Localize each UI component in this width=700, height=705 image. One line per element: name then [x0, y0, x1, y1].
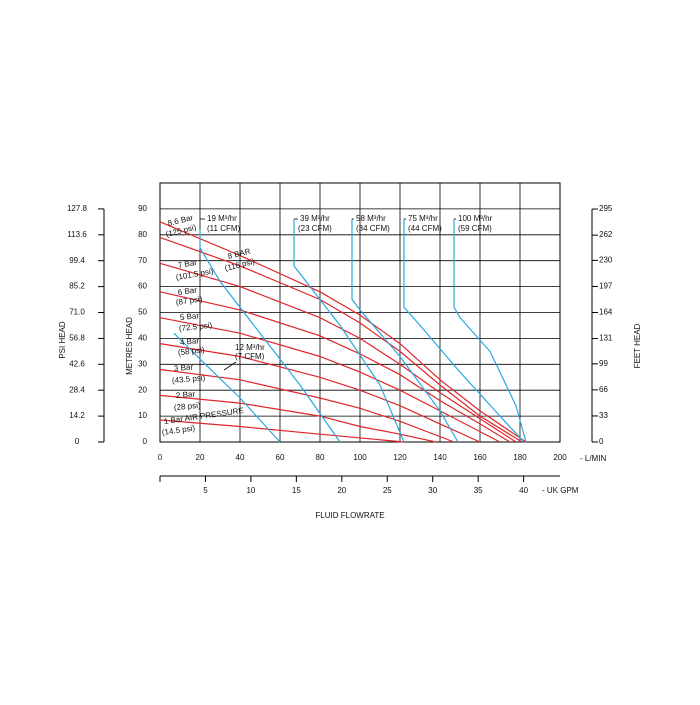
curve-label: 3 Bar [174, 362, 194, 373]
x-tick-label: 40 [236, 453, 245, 462]
x2-tick-label: 10 [246, 486, 255, 495]
curve [159, 419, 405, 443]
curve [159, 394, 437, 443]
curve-sublabel: (23 CFM) [298, 224, 332, 233]
feet-tick-label: 131 [599, 334, 613, 343]
curve [159, 368, 455, 443]
feet-tick-label: 230 [599, 255, 613, 264]
feet-axis-title: FEET HEAD [633, 323, 642, 368]
curve-label: 12 M³/hr [235, 343, 265, 352]
curve [159, 343, 481, 443]
psi-tick-label: 113.6 [67, 230, 87, 239]
y-tick-label: 80 [138, 230, 147, 239]
feet-tick-label: 33 [599, 411, 608, 420]
curve [403, 219, 525, 443]
psi-tick-label: 0 [75, 437, 80, 446]
curve-sublabel: (11 CFM) [207, 224, 241, 233]
label-arrow [223, 361, 237, 371]
psi-tick-label: 99.4 [69, 256, 85, 265]
x-tick-label: 80 [316, 453, 325, 462]
curve [293, 219, 405, 443]
feet-tick-label: 262 [599, 230, 613, 239]
curve [351, 219, 459, 443]
curve-label: 2 Bar [176, 389, 196, 400]
x2-tick-label: 20 [337, 486, 346, 495]
curve-label: 5 Bar [179, 311, 199, 322]
y-tick-label: 20 [138, 385, 147, 394]
curve [173, 332, 281, 443]
curve-label: 39 M³/hr [300, 214, 330, 223]
y-tick-label: 40 [138, 334, 147, 343]
feet-tick-label: 295 [599, 204, 613, 213]
curve [159, 262, 517, 443]
curve-sublabel: (72.5 psi) [178, 321, 212, 333]
x2-tick-label: 25 [383, 486, 392, 495]
curve-label: 75 M³/hr [408, 214, 438, 223]
feet-tick-label: 66 [599, 385, 608, 394]
y-tick-label: 30 [138, 359, 147, 368]
psi-tick-label: 14.2 [69, 411, 85, 420]
x-tick-label: 20 [196, 453, 205, 462]
y-tick-label: 10 [138, 411, 147, 420]
curve-sublabel: (34 CFM) [356, 224, 390, 233]
curve-label: 4 Bar [179, 336, 199, 347]
feet-tick-label: 99 [599, 359, 608, 368]
x2-tick-label: 35 [474, 486, 483, 495]
x2-tick-label: 5 [203, 486, 208, 495]
x-axis-title: FLUID FLOWRATE [315, 511, 384, 520]
psi-tick-label: 127.8 [67, 204, 88, 213]
x-tick-label: 140 [433, 453, 447, 462]
psi-tick-label: 71.0 [69, 308, 85, 317]
y-tick-label: 90 [138, 204, 147, 213]
feet-tick-label: 164 [599, 308, 613, 317]
curve [159, 291, 511, 443]
x-tick-label: 180 [513, 453, 527, 462]
x2-unit: - UK GPM [542, 486, 579, 495]
curve-sublabel: (28 psi) [174, 401, 202, 412]
psi-tick-label: 28.4 [69, 385, 85, 394]
x-unit: - L/MIN [580, 454, 606, 463]
curve [453, 219, 527, 443]
plot-frame [159, 182, 561, 443]
curve-sublabel: (59 CFM) [458, 224, 492, 233]
curve [159, 317, 501, 443]
curve-sublabel: (44 CFM) [408, 224, 442, 233]
curve [159, 221, 527, 443]
feet-tick-label: 197 [599, 282, 613, 291]
y-tick-label: 60 [138, 282, 147, 291]
curve-label: 19 M³/hr [207, 214, 237, 223]
psi-axis-title: PSI HEAD [58, 321, 67, 359]
curve-label: 7 Bar [177, 258, 198, 270]
psi-tick-label: 56.8 [69, 334, 85, 343]
curve-sublabel: (87 psi) [175, 294, 203, 307]
y-tick-label: 50 [138, 308, 147, 317]
curve-label: 100 M³/hr [458, 214, 493, 223]
x-tick-label: 60 [276, 453, 285, 462]
curve-sublabel: (7 CFM) [235, 352, 265, 361]
x-tick-label: 100 [353, 453, 367, 462]
curve [199, 229, 341, 443]
x2-tick-label: 40 [519, 486, 528, 495]
psi-tick-label: 85.2 [69, 282, 85, 291]
curve-label: 58 M³/hr [356, 214, 386, 223]
y-axis-title: METRES HEAD [125, 317, 134, 375]
x-tick-label: 200 [553, 453, 567, 462]
curve [159, 236, 523, 443]
x2-tick-label: 30 [428, 486, 437, 495]
x2-tick-label: 15 [292, 486, 301, 495]
curve-sublabel: (58 psi) [177, 345, 205, 357]
curve-label: 6 Bar [177, 285, 198, 297]
x-tick-label: 160 [473, 453, 487, 462]
x-tick-label: 0 [158, 453, 163, 462]
y-tick-label: 0 [143, 437, 148, 446]
feet-tick-label: 0 [599, 437, 604, 446]
x-tick-label: 120 [393, 453, 407, 462]
psi-tick-label: 42.6 [69, 359, 85, 368]
y-tick-label: 70 [138, 256, 147, 265]
curve-sublabel: (43.5 psi) [172, 373, 206, 385]
